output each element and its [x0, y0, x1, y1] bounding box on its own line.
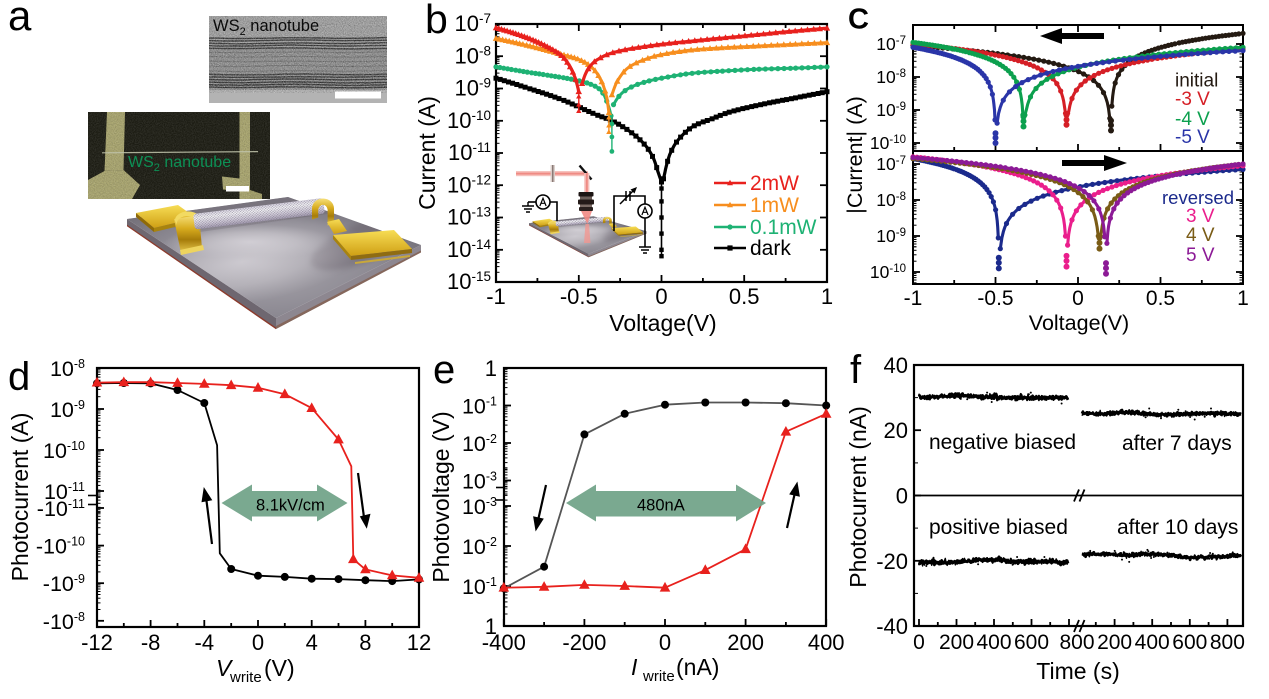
- svg-text:800: 800: [1210, 631, 1245, 654]
- svg-text:200: 200: [1097, 631, 1132, 654]
- svg-text:10-8: 10-8: [455, 43, 492, 68]
- svg-text:f: f: [850, 348, 862, 392]
- svg-text:10-3: 10-3: [462, 495, 497, 519]
- svg-text:20: 20: [884, 418, 908, 443]
- svg-text:0.5: 0.5: [1146, 287, 1175, 310]
- svg-text:(V): (V): [264, 655, 295, 681]
- svg-text:800: 800: [1059, 631, 1094, 654]
- svg-text:after 10 days: after 10 days: [1117, 516, 1238, 539]
- svg-text:0.1mW: 0.1mW: [750, 216, 817, 239]
- svg-text:0: 0: [1072, 287, 1084, 310]
- svg-text:8: 8: [359, 630, 371, 655]
- svg-text:-200: -200: [562, 630, 606, 655]
- svg-text:1: 1: [485, 356, 497, 381]
- svg-text:Voltage(V): Voltage(V): [1029, 311, 1129, 335]
- svg-text:-1: -1: [904, 287, 923, 310]
- svg-text:200: 200: [939, 631, 974, 654]
- svg-text:-8: -8: [141, 630, 161, 655]
- svg-text:C: C: [848, 4, 869, 36]
- svg-text:12: 12: [407, 630, 431, 655]
- svg-text:write: write: [642, 668, 675, 685]
- svg-text:3 V: 3 V: [1186, 206, 1215, 227]
- svg-text:8.1kV/cm: 8.1kV/cm: [256, 497, 325, 515]
- svg-text:Voltage(V): Voltage(V): [609, 310, 716, 336]
- svg-text:Time (s): Time (s): [1036, 658, 1119, 684]
- svg-text:0: 0: [252, 630, 264, 655]
- svg-text:10-2: 10-2: [462, 432, 497, 456]
- svg-text:-1: -1: [486, 284, 506, 309]
- svg-text:10-14: 10-14: [447, 237, 491, 262]
- svg-text:0.5: 0.5: [729, 284, 760, 309]
- svg-text:0: 0: [896, 484, 908, 509]
- svg-text:negative biased: negative biased: [929, 431, 1076, 454]
- svg-text:-0.5: -0.5: [560, 284, 598, 309]
- svg-text:40: 40: [884, 353, 908, 378]
- svg-text:4 V: 4 V: [1186, 225, 1215, 246]
- svg-text:4: 4: [306, 630, 318, 655]
- svg-text:b: b: [425, 0, 448, 42]
- svg-text:-40: -40: [876, 614, 908, 639]
- svg-text:Current (A): Current (A): [414, 96, 440, 210]
- svg-text:write: write: [229, 669, 262, 686]
- svg-text:1: 1: [821, 284, 833, 309]
- svg-text:Photocurrent (A): Photocurrent (A): [7, 413, 33, 582]
- svg-text:I: I: [631, 654, 638, 680]
- svg-text:5 V: 5 V: [1186, 245, 1215, 266]
- svg-text:dark: dark: [750, 237, 791, 260]
- svg-text:-5 V: -5 V: [1175, 127, 1210, 148]
- svg-text:initial: initial: [1175, 71, 1218, 92]
- svg-text:-20: -20: [876, 549, 908, 574]
- svg-text:WS2 nanotube: WS2 nanotube: [213, 17, 319, 38]
- svg-text:400: 400: [1135, 631, 1170, 654]
- svg-text:positive biased: positive biased: [929, 516, 1068, 539]
- svg-text:200: 200: [727, 630, 764, 655]
- svg-text:-4: -4: [195, 630, 215, 655]
- svg-text:V: V: [216, 655, 234, 681]
- svg-text:1: 1: [1237, 287, 1249, 310]
- svg-text:2mW: 2mW: [750, 172, 799, 195]
- svg-text:Photocurrent (nA): Photocurrent (nA): [845, 406, 871, 588]
- svg-text:400: 400: [976, 631, 1011, 654]
- svg-text:480nA: 480nA: [637, 497, 685, 515]
- svg-text:e: e: [433, 348, 455, 392]
- svg-text:-0.5: -0.5: [977, 287, 1013, 310]
- svg-text:400: 400: [808, 630, 845, 655]
- svg-text:1mW: 1mW: [750, 194, 799, 217]
- svg-text:reversed: reversed: [1162, 187, 1234, 208]
- svg-text:600: 600: [1014, 631, 1049, 654]
- svg-text:0: 0: [913, 631, 925, 654]
- svg-text:0: 0: [655, 284, 667, 309]
- svg-text:after 7 days: after 7 days: [1122, 432, 1232, 455]
- svg-text:600: 600: [1172, 631, 1207, 654]
- svg-text:0: 0: [659, 630, 671, 655]
- svg-text:|Current| (A): |Current| (A): [843, 96, 867, 214]
- svg-text:(nA): (nA): [676, 654, 719, 680]
- svg-text:d: d: [8, 355, 30, 399]
- svg-text:Photovoltage (V): Photovoltage (V): [428, 411, 454, 582]
- svg-text:-12: -12: [81, 630, 113, 655]
- svg-text:-3 V: -3 V: [1175, 89, 1210, 110]
- svg-text:a: a: [8, 0, 32, 39]
- svg-text:1: 1: [485, 614, 497, 639]
- svg-text:-400: -400: [482, 630, 526, 655]
- svg-text:-4 V: -4 V: [1175, 109, 1210, 130]
